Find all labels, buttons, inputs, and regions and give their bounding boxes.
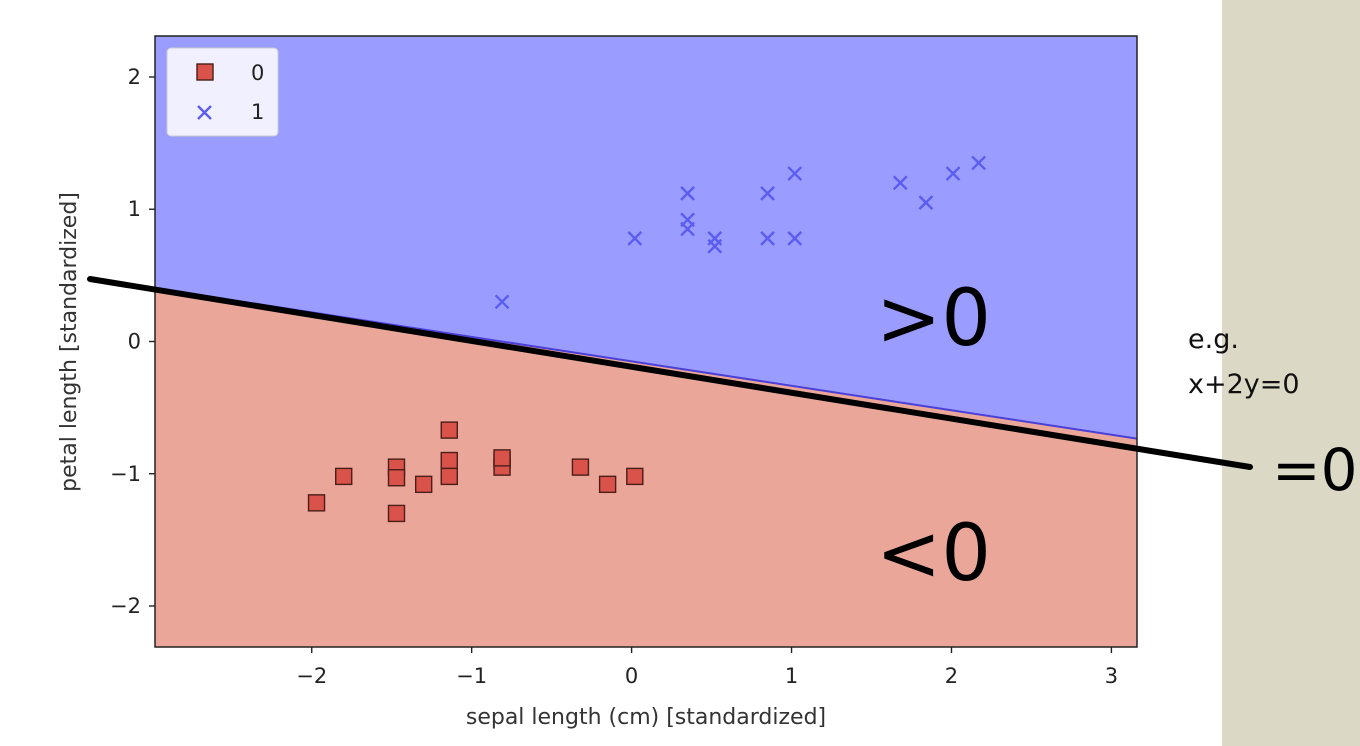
point-class-0	[493, 449, 511, 467]
boundary-equals-zero-label: =0	[1272, 436, 1358, 504]
point-class-1	[627, 230, 643, 246]
x-tick-label: −1	[456, 664, 487, 688]
x-tick-label: 2	[945, 664, 958, 688]
x-tick-label: 3	[1105, 664, 1118, 688]
y-tick-label: 2	[128, 65, 141, 89]
y-axis-label: petal length [standardized]	[57, 192, 82, 492]
point-class-0	[307, 494, 326, 512]
x-tick-label: 1	[785, 664, 798, 688]
point-class-0	[626, 467, 644, 486]
legend-label-1: 1	[251, 100, 264, 124]
point-class-0	[440, 451, 458, 470]
point-class-1	[918, 195, 934, 210]
y-tick-label: 0	[128, 330, 141, 354]
region-class-0	[155, 288, 1137, 647]
data-points	[307, 155, 987, 523]
boundary-overlay-line	[87, 276, 1253, 470]
x-tick-label: 0	[625, 664, 638, 688]
point-class-1	[787, 230, 803, 246]
region-class-1	[155, 36, 1137, 439]
point-class-0	[387, 504, 406, 523]
point-class-1	[680, 221, 695, 237]
legend: 0 1	[166, 47, 279, 137]
y-tick-label: 1	[128, 197, 141, 221]
negative-region-label: <0	[876, 509, 991, 599]
point-class-0	[387, 469, 406, 487]
point-class-1	[760, 186, 775, 201]
point-class-0	[440, 467, 458, 486]
point-class-1	[945, 166, 961, 181]
axis-ticks: −2 −1 0 1 2 3 −2 −1 0 1 2	[110, 65, 1118, 688]
legend-label-0: 0	[251, 61, 264, 85]
point-class-1	[971, 155, 987, 171]
y-tick-label: −1	[110, 462, 141, 486]
legend-square-marker	[196, 63, 214, 81]
x-tick-label: −2	[296, 664, 327, 688]
point-class-1	[787, 166, 803, 181]
point-class-0	[571, 458, 590, 476]
point-class-1	[680, 186, 695, 201]
point-class-1	[892, 175, 908, 191]
x-axis-label: sepal length (cm) [standardized]	[466, 705, 826, 730]
point-class-1	[494, 294, 510, 310]
point-class-0	[414, 475, 433, 494]
y-tick-label: −2	[110, 594, 141, 618]
point-class-1	[707, 238, 723, 254]
example-equation: x+2y=0	[1188, 369, 1300, 400]
point-class-1	[760, 230, 775, 246]
point-class-0	[440, 421, 458, 439]
point-class-0	[335, 467, 353, 486]
point-class-0	[598, 475, 617, 494]
example-label-line1: e.g.	[1188, 324, 1239, 355]
positive-region-label: >0	[876, 274, 991, 364]
legend-x-marker	[197, 105, 212, 120]
legend-box	[166, 47, 279, 137]
